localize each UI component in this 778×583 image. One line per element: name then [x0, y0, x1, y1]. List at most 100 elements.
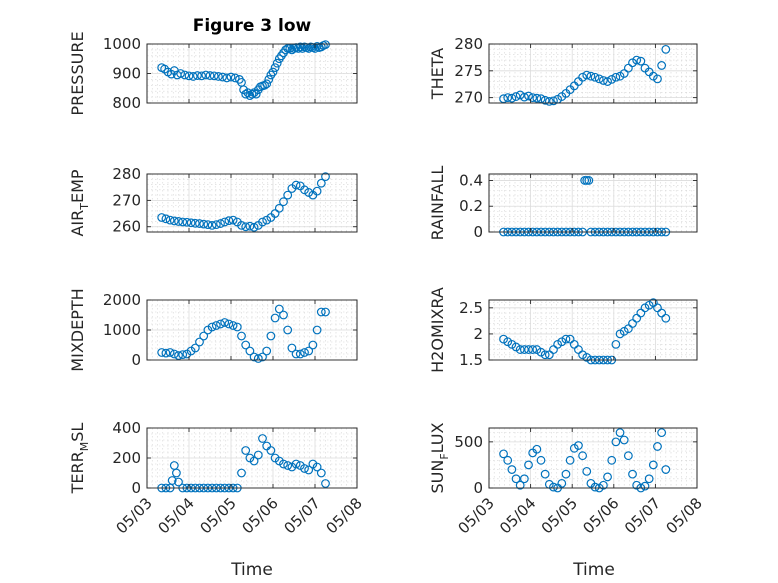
data-point [578, 451, 587, 461]
data-point [262, 346, 272, 356]
data-point [237, 331, 246, 341]
data-point [283, 325, 293, 335]
data-point [653, 442, 662, 451]
data-point [611, 72, 621, 82]
data-point [590, 72, 600, 82]
data-point [304, 44, 314, 53]
data-point [241, 222, 251, 232]
data-point [594, 74, 604, 84]
data-point [599, 480, 608, 490]
data-point [157, 348, 167, 357]
data-point [557, 478, 567, 488]
data-point [180, 70, 190, 80]
data-point [249, 352, 259, 362]
y-tick-label: 270 [454, 89, 483, 107]
axes-frame [488, 173, 698, 233]
data-point [287, 45, 297, 55]
data-point [298, 44, 307, 53]
data-point [176, 69, 186, 78]
data-point [619, 69, 629, 78]
y-tick-label: 2.5 [459, 299, 483, 317]
data-point [253, 354, 263, 363]
data-point [661, 465, 671, 474]
data-point [295, 42, 305, 52]
x-axis-label-left: Time [230, 560, 273, 580]
data-point [540, 95, 550, 105]
data-point [584, 176, 594, 185]
data-point [245, 346, 255, 356]
y-tick-label: 0 [131, 351, 141, 369]
y-tick-label: 275 [454, 62, 483, 80]
data-point [251, 89, 261, 99]
y-tick-label: 260 [112, 218, 141, 236]
y-tick-label: 900 [112, 65, 141, 83]
data-point [661, 44, 671, 54]
data-point [561, 334, 571, 344]
data-point [279, 459, 288, 469]
data-point [549, 96, 558, 106]
y-tick-label: 0 [473, 479, 483, 497]
y-axis-label: AIRTEMP [68, 169, 91, 236]
data-point [628, 469, 637, 479]
data-point [174, 217, 183, 226]
x-tick-label: 05/04 [155, 494, 198, 537]
data-point [607, 74, 617, 84]
data-point [228, 321, 238, 330]
data-point [258, 352, 267, 362]
data-point [270, 209, 280, 218]
data-point [536, 94, 546, 104]
data-point [283, 461, 293, 470]
axes-frame [146, 173, 358, 233]
data-point [540, 469, 550, 479]
figure-title: Figure 3 low [193, 16, 312, 36]
data-point [599, 76, 608, 85]
panel-air-temp: 260 270 280 AIRTEMP [68, 165, 358, 237]
data-point [266, 331, 276, 341]
data-point [507, 465, 517, 474]
data-point [209, 71, 219, 81]
data-point [582, 70, 592, 80]
axes-frame [488, 427, 698, 489]
data-point [507, 93, 517, 103]
data-point [611, 339, 621, 349]
data-point [285, 44, 295, 53]
data-point [544, 96, 554, 106]
y-tick-label: 0 [473, 223, 483, 241]
y-tick-label: 270 [112, 191, 141, 209]
data-point [195, 337, 204, 347]
data-point [270, 63, 280, 72]
data-point [218, 72, 228, 82]
x-tick-label: 05/07 [281, 494, 324, 537]
data-point [272, 58, 282, 68]
data-point [640, 481, 650, 491]
y-axis-label: PRESSURE [68, 31, 87, 115]
data-point [262, 79, 272, 89]
x-tick-label: 05/06 [579, 494, 622, 537]
data-point [574, 441, 583, 450]
data-point [237, 221, 246, 230]
x-tick-label: 05/03 [455, 494, 498, 537]
y-axis-label: THETA [428, 48, 447, 100]
data-point [178, 350, 188, 360]
data-point [503, 455, 513, 465]
data-point [524, 460, 533, 470]
data-point [205, 71, 215, 80]
panel-rainfall: 0 0.2 0.4 RAINFALL [428, 166, 698, 241]
data-point [203, 220, 213, 230]
x-tick-label: 05/08 [663, 494, 706, 537]
y-tick-label: 0 [131, 479, 141, 497]
data-point [192, 71, 202, 80]
data-point [207, 322, 217, 332]
data-point [532, 93, 542, 103]
data-point [178, 217, 188, 227]
data-point [623, 451, 633, 461]
data-point [657, 61, 667, 70]
data-point [211, 321, 221, 330]
data-point [274, 203, 284, 213]
data-point [321, 307, 330, 317]
data-point [266, 446, 276, 455]
panel-mixdepth: 0 1000 2000 MIXDEPTH [68, 288, 358, 372]
data-point [264, 74, 274, 84]
data-point [603, 472, 612, 482]
